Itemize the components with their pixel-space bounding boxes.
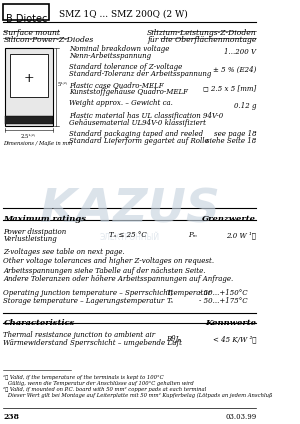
Text: 2.5¹⁽²⁾: 2.5¹⁽²⁾ xyxy=(21,134,36,139)
Text: Weight approx. – Gewicht ca.: Weight approx. – Gewicht ca. xyxy=(69,99,173,107)
Text: ± 5 % (E24): ± 5 % (E24) xyxy=(213,66,256,74)
Text: Verlustleistung: Verlustleistung xyxy=(4,235,57,243)
Text: ◻ 2.5 x 5 [mm]: ◻ 2.5 x 5 [mm] xyxy=(203,84,256,92)
Text: see page 18: see page 18 xyxy=(214,130,256,138)
Text: 03.03.99: 03.03.99 xyxy=(225,413,256,421)
Text: Silizium-Leistungs-Z-Dioden: Silizium-Leistungs-Z-Dioden xyxy=(147,29,256,37)
Text: 5¹⁽²⁾: 5¹⁽²⁾ xyxy=(58,83,68,87)
Text: Standard tolerance of Z-voltage: Standard tolerance of Z-voltage xyxy=(69,63,183,71)
Text: - 50...+150°C: - 50...+150°C xyxy=(199,289,248,297)
Text: Surface mount: Surface mount xyxy=(4,29,61,37)
Text: Arbeitsspannungen siehe Tabelle auf der nächsten Seite.: Arbeitsspannungen siehe Tabelle auf der … xyxy=(4,267,206,275)
Text: Tⱼ: Tⱼ xyxy=(166,289,173,297)
Text: Tₐ ≤ 25 °C: Tₐ ≤ 25 °C xyxy=(109,231,147,239)
Bar xyxy=(4,4,49,20)
Text: < 45 K/W ²⦳: < 45 K/W ²⦳ xyxy=(213,335,256,343)
Text: 1...200 V: 1...200 V xyxy=(224,48,256,56)
Text: Dieser Wert gilt bei Montage auf Leiterplatte mit 50 mm² Kupferbelag (Lötpads an: Dieser Wert gilt bei Montage auf Leiterp… xyxy=(4,393,273,398)
Text: 238: 238 xyxy=(4,413,19,421)
Text: Nenn-Arbeitsspannung: Nenn-Arbeitsspannung xyxy=(69,52,152,60)
Text: Wärmewiderstand Sperrschicht – umgebende Luft: Wärmewiderstand Sperrschicht – umgebende… xyxy=(4,339,182,347)
Text: für die Oberflächenmontage: für die Oberflächenmontage xyxy=(147,36,256,44)
Text: Standard packaging taped and reeled: Standard packaging taped and reeled xyxy=(69,130,203,138)
Text: Characteristics: Characteristics xyxy=(4,319,75,327)
Text: - 50...+175°C: - 50...+175°C xyxy=(199,297,248,305)
Bar xyxy=(5,48,53,126)
Text: SMZ 1Q ... SMZ 200Q (2 W): SMZ 1Q ... SMZ 200Q (2 W) xyxy=(59,10,188,19)
Text: Power dissipation: Power dissipation xyxy=(4,228,67,236)
Text: Andere Toleranzen oder höhere Arbeitsspannungen auf Anfrage.: Andere Toleranzen oder höhere Arbeitsspa… xyxy=(4,275,234,283)
Text: Gültig, wenn die Temperatur der Anschlüsse auf 100°C gehalten wird: Gültig, wenn die Temperatur der Anschlüs… xyxy=(4,381,194,386)
Text: Plastic material has UL classification 94V-0: Plastic material has UL classification 9… xyxy=(69,112,224,120)
Text: Kennwerte: Kennwerte xyxy=(206,319,256,327)
Text: Kunststoffgehäuse Quadro-MELF: Kunststoffgehäuse Quadro-MELF xyxy=(69,88,188,96)
Text: Thermal resistance junction to ambient air: Thermal resistance junction to ambient a… xyxy=(4,331,156,339)
Text: Tₛ: Tₛ xyxy=(166,297,173,305)
Text: Dimensions / Maße in mm: Dimensions / Maße in mm xyxy=(4,141,73,146)
Text: Standard-Toleranz der Arbeitsspannung: Standard-Toleranz der Arbeitsspannung xyxy=(69,70,212,78)
Text: 2.0 W ¹⦳: 2.0 W ¹⦳ xyxy=(226,231,256,239)
Text: Standard Lieferform gegartet auf Rolle: Standard Lieferform gegartet auf Rolle xyxy=(69,137,209,145)
Text: Pₘ: Pₘ xyxy=(188,231,197,239)
Text: ²⦳ Valid, if mounted on P.C. board with 50 mm² copper pads at each terminal: ²⦳ Valid, if mounted on P.C. board with … xyxy=(4,387,207,392)
Text: Operating junction temperature – Sperrschichttemperatur: Operating junction temperature – Sperrsc… xyxy=(4,289,211,297)
Text: Z-voltages see table on next page.: Z-voltages see table on next page. xyxy=(4,248,125,256)
Text: Gehäusematerial UL94V-0 klassifiziert: Gehäusematerial UL94V-0 klassifiziert xyxy=(69,119,206,127)
Text: +: + xyxy=(23,72,34,84)
Text: Grenzwerte: Grenzwerte xyxy=(202,215,256,223)
Bar xyxy=(5,116,53,124)
Text: Maximum ratings: Maximum ratings xyxy=(4,215,86,223)
Text: Nominal breakdown voltage: Nominal breakdown voltage xyxy=(69,45,170,53)
Text: RθJₐ: RθJₐ xyxy=(166,335,181,343)
Text: ЭЛЕКТРОННЫЙ: ЭЛЕКТРОННЫЙ xyxy=(100,233,160,242)
Text: Other voltage tolerances and higher Z-voltages on request.: Other voltage tolerances and higher Z-vo… xyxy=(4,257,214,265)
Bar xyxy=(11,54,48,97)
Text: KAZUS: KAZUS xyxy=(40,187,220,232)
Text: Plastic case Quadro-MELF: Plastic case Quadro-MELF xyxy=(69,81,164,89)
Text: 0.12 g: 0.12 g xyxy=(234,102,256,110)
Text: B Diotec: B Diotec xyxy=(6,14,47,24)
Text: Storage temperature – Lagerungstemperatur: Storage temperature – Lagerungstemperatu… xyxy=(4,297,165,305)
Text: siehe Seite 18: siehe Seite 18 xyxy=(206,137,256,145)
Text: Silicon-Power-Z-Diodes: Silicon-Power-Z-Diodes xyxy=(4,36,94,44)
Text: ¹⦳ Valid, if the temperature of the terminals is kept to 100°C: ¹⦳ Valid, if the temperature of the term… xyxy=(4,375,164,380)
